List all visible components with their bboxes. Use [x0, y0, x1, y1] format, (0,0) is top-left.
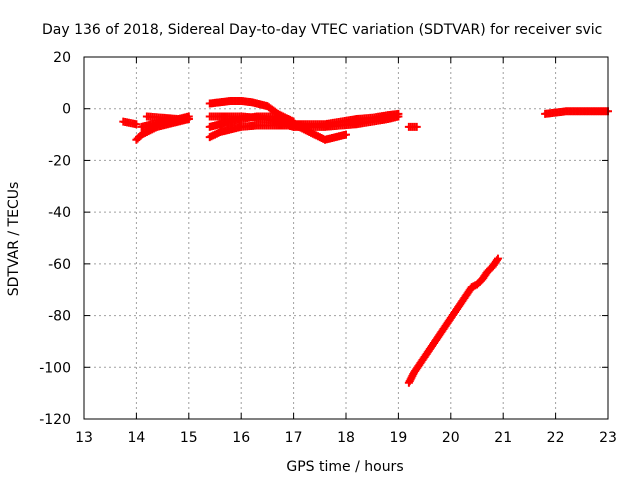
x-tick-label: 19 [389, 430, 407, 446]
data-series [205, 96, 350, 144]
data-series [142, 112, 193, 124]
data-series [541, 107, 612, 118]
plot-frame [83, 56, 609, 420]
x-tick-label: 14 [127, 430, 145, 446]
y-tick-label: 20 [53, 50, 71, 66]
y-axis-title: SDTVAR / TECUs [6, 182, 22, 297]
data-series [404, 254, 502, 387]
data-point [412, 122, 421, 131]
grid [84, 57, 608, 419]
y-tick-label: 0 [62, 102, 71, 118]
y-tick-label: -20 [48, 153, 71, 169]
x-tick-label: 20 [442, 430, 460, 446]
x-tick-label: 18 [337, 430, 355, 446]
data-series [289, 109, 403, 129]
data-series [205, 112, 298, 131]
tick-labels: 13 14 15 16 17 18 19 20 21 22 23 20 0 -20 -40 -60 -80 -10… [39, 50, 617, 446]
y-tick-label: -60 [48, 257, 71, 273]
data-point [493, 254, 502, 263]
data-points [119, 96, 612, 387]
data-point [394, 109, 403, 118]
x-axis-title: GPS time / hours [286, 459, 403, 475]
data-series [404, 122, 421, 131]
y-tick-label: -100 [39, 360, 71, 376]
x-tick-label: 21 [494, 430, 512, 446]
data-point [184, 112, 193, 121]
x-tick-label: 13 [75, 430, 93, 446]
data-series [119, 117, 141, 129]
y-tick-label: -120 [39, 412, 71, 428]
chart-title: Day 136 of 2018, Sidereal Day-to-day VTE… [42, 22, 602, 38]
x-tick-label: 23 [599, 430, 617, 446]
x-tick-label: 16 [232, 430, 250, 446]
data-point [132, 120, 141, 129]
y-tick-label: -40 [48, 205, 71, 221]
x-tick-label: 15 [180, 430, 198, 446]
data-point [342, 130, 350, 139]
x-tick-label: 22 [547, 430, 565, 446]
x-tick-label: 17 [285, 430, 303, 446]
y-tick-label: -80 [48, 309, 71, 325]
data-point [492, 256, 501, 265]
